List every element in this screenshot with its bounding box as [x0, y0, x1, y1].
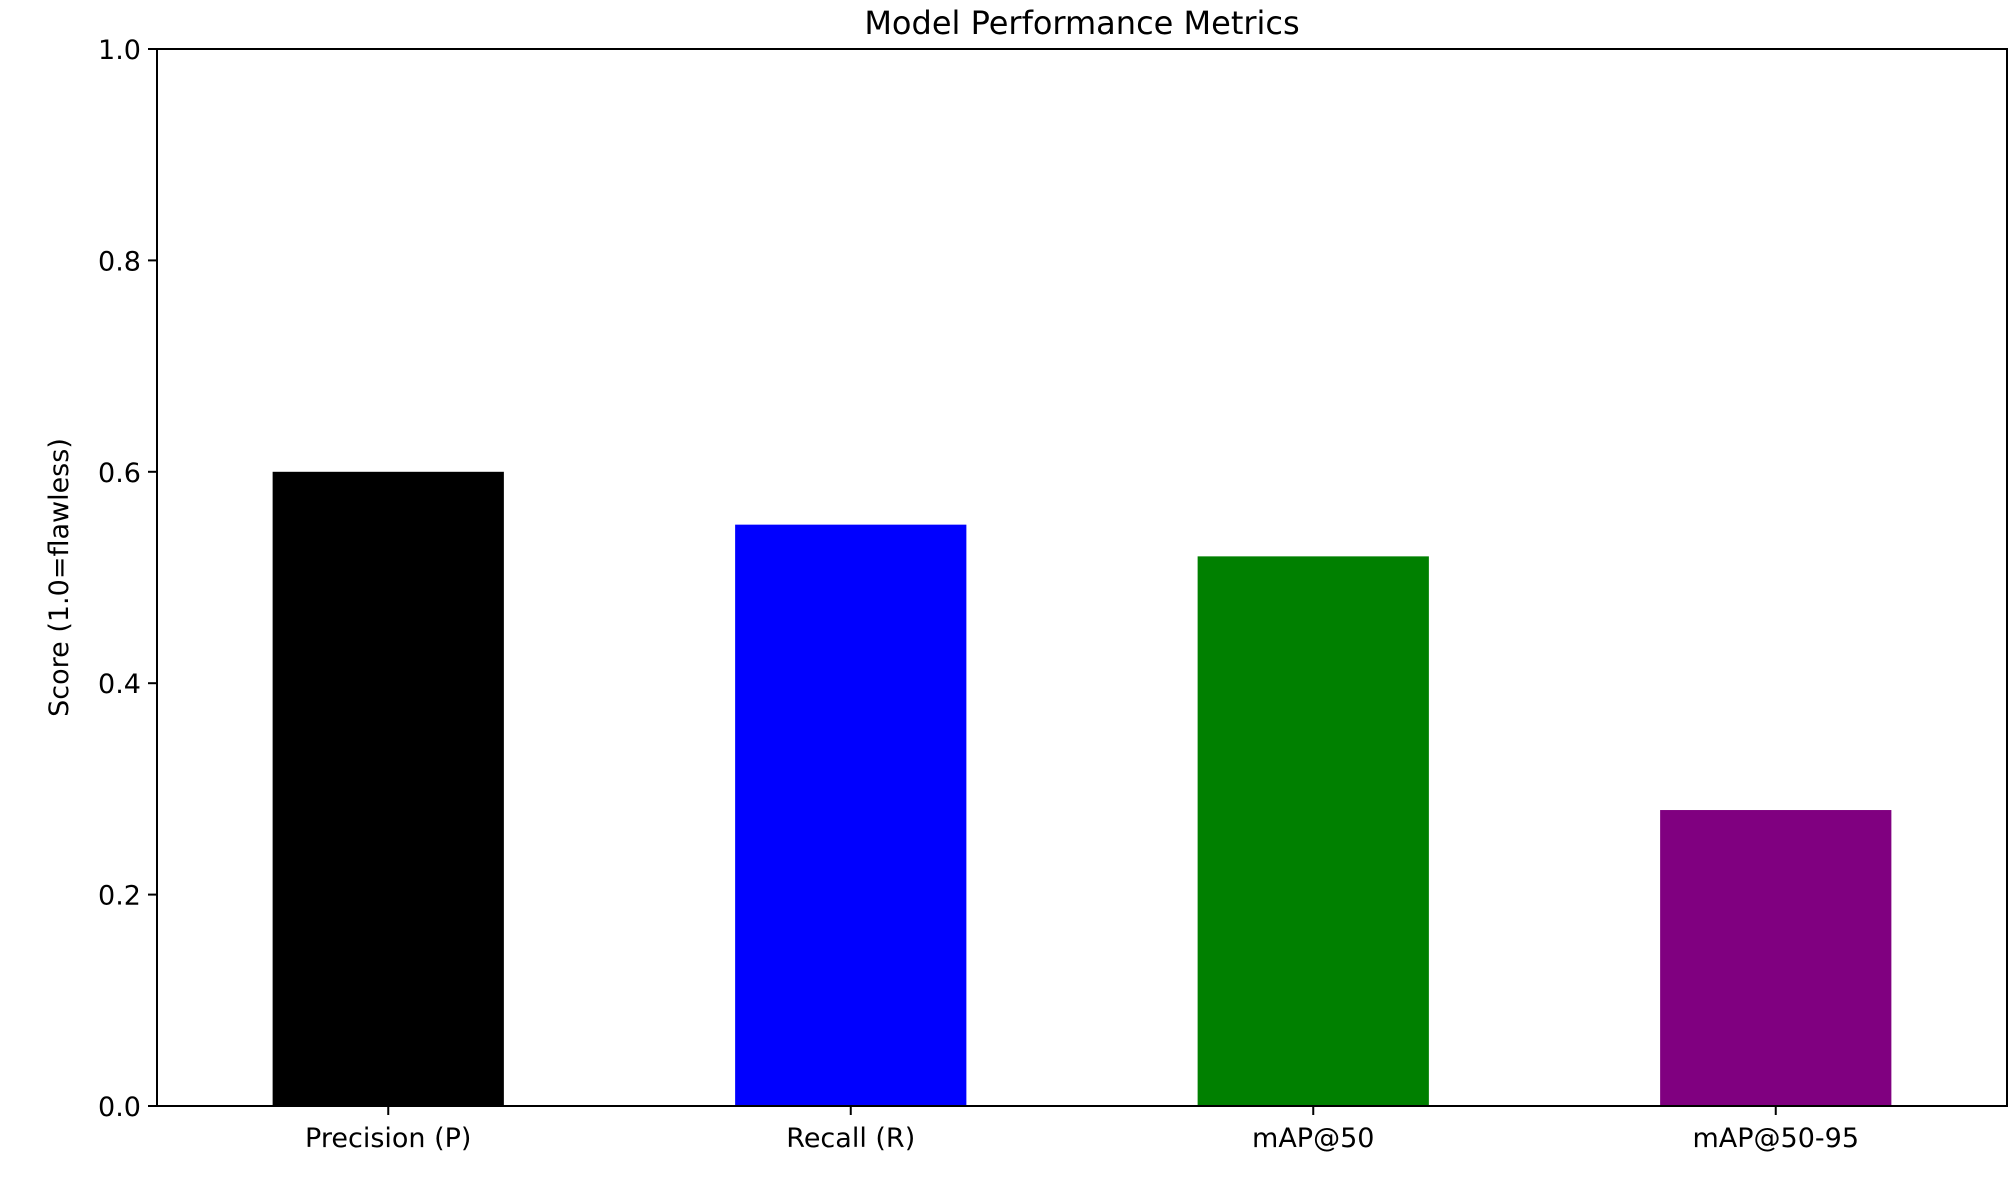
bar-0: [272, 471, 504, 1106]
y-tick-label: 0.4: [98, 669, 141, 700]
bar-3: [1660, 810, 1892, 1106]
y-axis-title: Score (1.0=flawless): [44, 438, 75, 717]
bar-2: [1197, 556, 1429, 1106]
bar-1: [735, 524, 967, 1106]
y-tick-label: 1.0: [98, 35, 141, 66]
x-tick-label: Precision (P): [305, 1123, 471, 1154]
y-axis-ticks: 0.0 0.2 0.4 0.6 0.8 1.0: [98, 35, 157, 1123]
chart-title: Model Performance Metrics: [864, 4, 1299, 42]
y-tick-label: 0.6: [98, 458, 141, 489]
y-tick-label: 0.8: [98, 246, 141, 277]
y-tick-label: 0.2: [98, 881, 141, 912]
plot-area-frame: [156, 48, 2008, 1107]
x-tick-label: mAP@50-95: [1692, 1123, 1859, 1154]
x-tick-label: Recall (R): [786, 1123, 915, 1154]
y-tick-label: 0.0: [98, 1092, 141, 1123]
bars-group: [272, 471, 1892, 1106]
x-axis-ticks: Precision (P) Recall (R) mAP@50 mAP@50-95: [305, 1106, 1859, 1154]
x-tick-label: mAP@50: [1252, 1123, 1374, 1154]
